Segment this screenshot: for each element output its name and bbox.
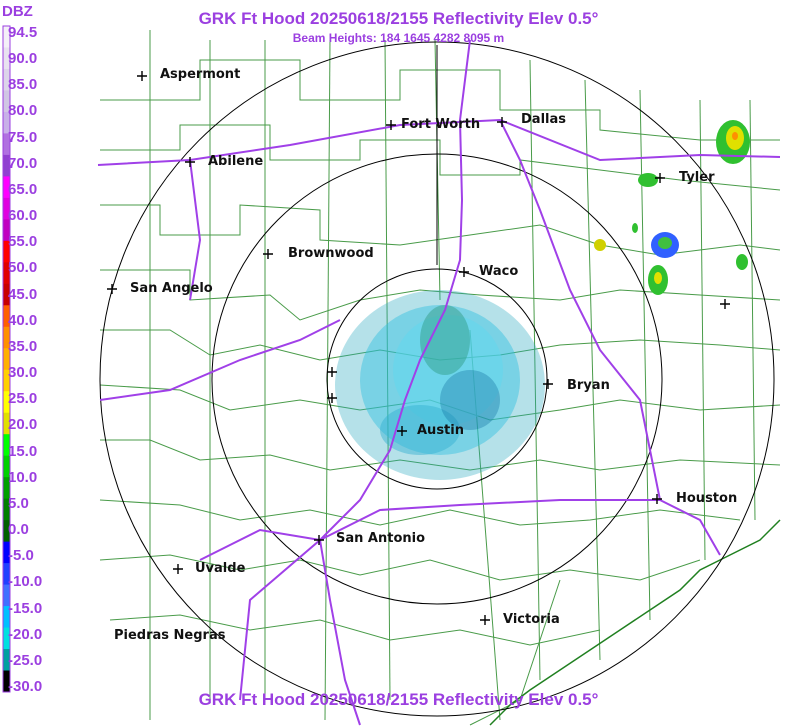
legend-tick-label: 5.0 — [8, 494, 29, 512]
legend-tick-label: 90.0 — [8, 50, 38, 68]
legend-tick-label: 60.0 — [8, 207, 38, 225]
legend-tick-label: 20.0 — [8, 416, 38, 434]
legend-swatch — [3, 90, 10, 113]
legend-swatch — [3, 305, 10, 328]
legend-tick-label: 70.0 — [8, 154, 38, 172]
city-label-piedras-negras: Piedras Negras — [114, 628, 226, 643]
legend-tick-label: 25.0 — [8, 390, 38, 408]
coastline — [489, 519, 781, 726]
city-label-brownwood: Brownwood — [288, 246, 374, 261]
legend-tick-label: 85.0 — [8, 76, 38, 94]
legend-tick-label: 80.0 — [8, 102, 38, 120]
legend-swatch — [3, 26, 10, 48]
dbz-color-scale — [3, 26, 10, 693]
legend-swatch — [3, 541, 10, 564]
legend-swatch — [3, 219, 10, 242]
city-label-houston: Houston — [676, 491, 738, 506]
legend-tick-label: -10.0 — [8, 573, 43, 591]
legend-swatch — [3, 520, 10, 543]
city-label-austin: Austin — [417, 423, 464, 438]
city-label-tyler: Tyler — [679, 170, 715, 185]
legend-tick-label: 50.0 — [8, 259, 38, 277]
range-ring-1 — [326, 268, 548, 490]
city-markers — [107, 71, 730, 625]
legend-tick-label: 15.0 — [8, 442, 38, 460]
legend-swatch — [3, 111, 10, 134]
city-label-victoria: Victoria — [503, 612, 560, 627]
legend-swatch — [3, 670, 10, 693]
legend-tick-label: 0.0 — [8, 521, 29, 539]
legend-swatch — [3, 455, 10, 478]
range-rings — [99, 41, 775, 717]
city-label-abilene: Abilene — [208, 154, 264, 169]
legend-swatch — [3, 369, 10, 392]
legend-swatch — [3, 563, 10, 586]
legend-swatch — [3, 47, 10, 70]
city-label-san-antonio: San Antonio — [336, 531, 426, 546]
legend-swatch — [3, 348, 10, 371]
legend-swatch — [3, 627, 10, 650]
legend-swatch — [3, 154, 10, 177]
legend-tick-label: 10.0 — [8, 468, 38, 486]
legend-swatch — [3, 197, 10, 220]
range-ring-3 — [99, 41, 775, 717]
legend-tick-label: 65.0 — [8, 180, 38, 198]
legend-tick-label: 40.0 — [8, 311, 38, 329]
legend-swatch — [3, 412, 10, 435]
legend-swatch — [3, 649, 10, 672]
legend-tick-label: 75.0 — [8, 128, 38, 146]
city-label-uvalde: Uvalde — [195, 561, 246, 576]
city-label-fort-worth: Fort Worth — [401, 117, 481, 132]
legend-swatch — [3, 498, 10, 521]
legend-swatch — [3, 326, 10, 349]
legend-swatch — [3, 240, 10, 263]
footer-title: GRK Ft Hood 20250618/2155 Reflectivity E… — [198, 690, 599, 709]
city-label-aspermont: Aspermont — [160, 67, 241, 82]
map-title: GRK Ft Hood 20250618/2155 Reflectivity E… — [198, 9, 599, 28]
legend-swatch — [3, 176, 10, 199]
beam-heights: Beam Heights: 184 1645 4282 8095 m — [292, 31, 505, 45]
legend-tick-label: -30.0 — [8, 678, 43, 695]
legend-tick-label: 30.0 — [8, 364, 38, 382]
legend-tick-label: -15.0 — [8, 599, 43, 617]
storm-cells — [594, 120, 750, 295]
legend-tick-label: 45.0 — [8, 285, 38, 303]
reflectivity-echoes — [335, 290, 545, 480]
legend-tick-label: -5.0 — [8, 547, 34, 565]
highways — [97, 39, 781, 726]
legend-tick-label: -25.0 — [8, 651, 43, 669]
city-label-san-angelo: San Angelo — [130, 281, 213, 296]
legend-swatch — [3, 391, 10, 414]
legend-tick-label: -20.0 — [8, 625, 43, 643]
legend-swatch — [3, 584, 10, 607]
legend-swatch — [3, 283, 10, 306]
legend-swatch — [3, 262, 10, 285]
legend-swatch — [3, 68, 10, 91]
city-label-dallas: Dallas — [521, 112, 566, 127]
legend-swatch — [3, 133, 10, 156]
legend-swatch — [3, 477, 10, 500]
legend-tick-label: 55.0 — [8, 233, 38, 251]
city-label-bryan: Bryan — [567, 378, 610, 393]
legend-swatch — [3, 434, 10, 457]
legend-tick-label: 35.0 — [8, 337, 38, 355]
legend-tick-label: 94.5 — [8, 24, 38, 41]
legend-unit: DBZ — [2, 3, 33, 20]
legend-swatch — [3, 606, 10, 629]
city-label-waco: Waco — [479, 264, 519, 279]
